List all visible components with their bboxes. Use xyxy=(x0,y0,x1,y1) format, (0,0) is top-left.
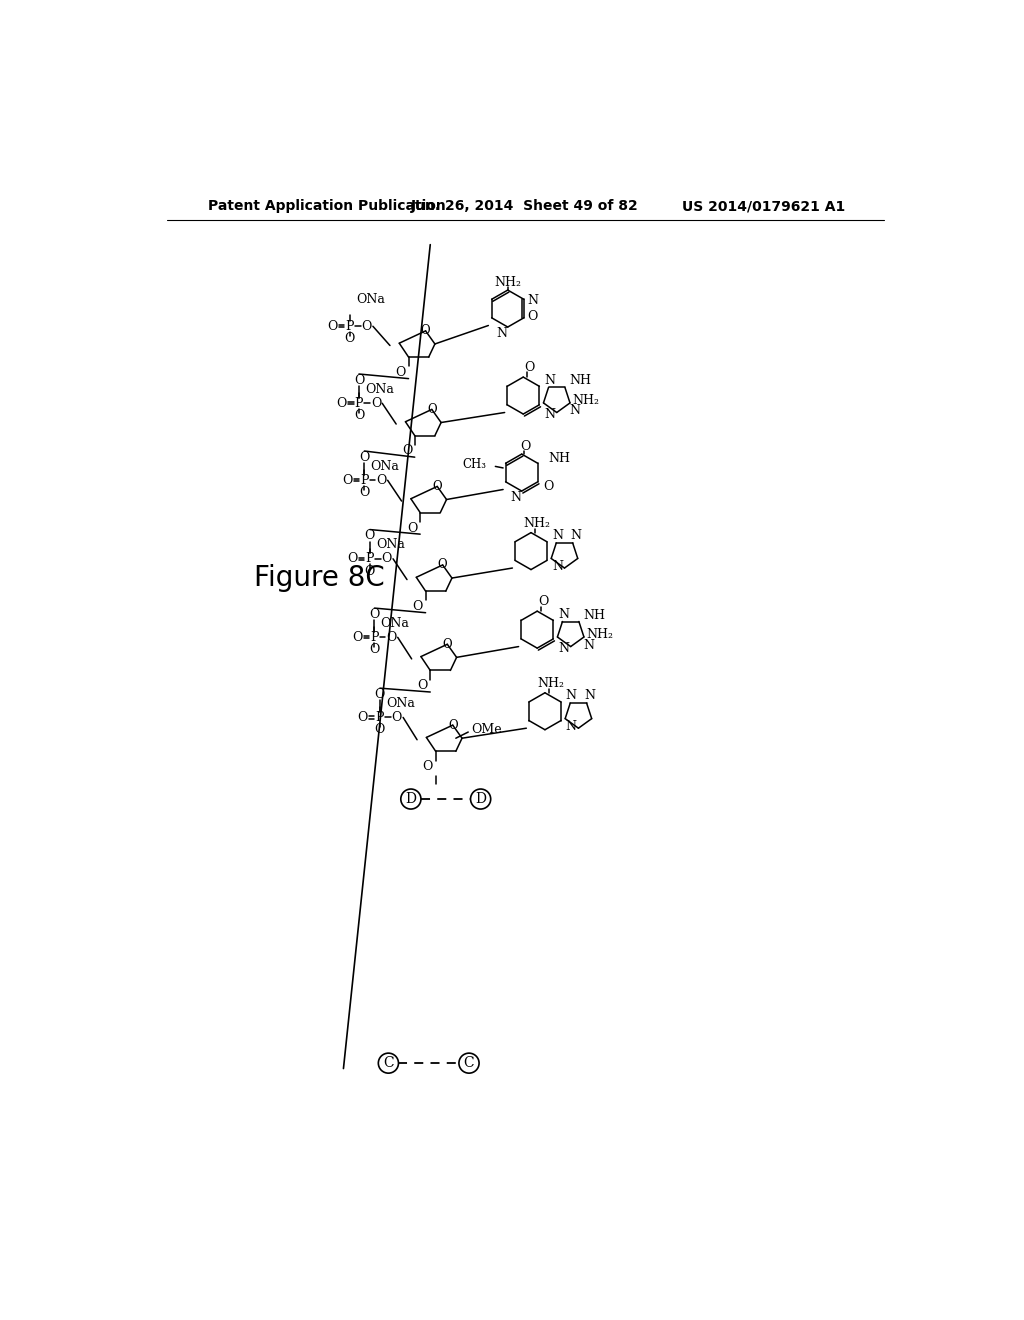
Text: N: N xyxy=(558,607,569,620)
Text: O: O xyxy=(328,319,338,333)
Text: D: D xyxy=(475,792,486,807)
Text: N: N xyxy=(570,529,582,543)
Text: O: O xyxy=(421,325,430,338)
Text: O: O xyxy=(375,723,385,737)
Text: O: O xyxy=(359,486,370,499)
Text: O: O xyxy=(344,333,355,345)
Text: O: O xyxy=(353,374,365,387)
Text: ONa: ONa xyxy=(381,616,410,630)
Text: OMe: OMe xyxy=(471,723,502,737)
Text: O: O xyxy=(442,638,453,651)
Text: O: O xyxy=(353,409,365,422)
Text: ONa: ONa xyxy=(376,539,404,552)
Circle shape xyxy=(471,789,490,809)
Text: O: O xyxy=(370,643,380,656)
Text: Jun. 26, 2014  Sheet 49 of 82: Jun. 26, 2014 Sheet 49 of 82 xyxy=(411,199,639,213)
Text: P: P xyxy=(345,319,354,333)
Text: O: O xyxy=(361,319,372,333)
Text: O: O xyxy=(365,565,375,578)
Text: O: O xyxy=(395,366,406,379)
Text: Patent Application Publication: Patent Application Publication xyxy=(208,199,445,213)
Text: O: O xyxy=(539,595,549,609)
Text: O: O xyxy=(365,529,375,543)
Text: Figure 8C: Figure 8C xyxy=(254,564,384,593)
Text: N: N xyxy=(584,689,595,702)
Text: O: O xyxy=(352,631,362,644)
Text: NH₂: NH₂ xyxy=(572,393,599,407)
Text: O: O xyxy=(392,711,402,723)
Text: O: O xyxy=(347,552,358,565)
Text: O: O xyxy=(408,521,418,535)
Text: N: N xyxy=(566,721,577,733)
Text: NH: NH xyxy=(569,374,592,387)
Text: O: O xyxy=(359,450,370,463)
Text: O: O xyxy=(527,310,538,323)
Text: P: P xyxy=(360,474,369,487)
Text: N: N xyxy=(497,326,508,339)
Text: N: N xyxy=(527,294,538,308)
Text: ONa: ONa xyxy=(386,697,415,710)
Text: O: O xyxy=(382,552,392,565)
Text: O: O xyxy=(375,688,385,701)
Text: O: O xyxy=(447,718,458,731)
Text: ONa: ONa xyxy=(366,383,394,396)
Text: N: N xyxy=(552,529,563,543)
Text: NH₂: NH₂ xyxy=(586,628,613,640)
Text: O: O xyxy=(423,760,433,774)
Text: NH: NH xyxy=(548,453,570,465)
Text: O: O xyxy=(413,601,423,612)
Text: O: O xyxy=(376,474,387,487)
Text: ONa: ONa xyxy=(356,293,385,306)
Text: O: O xyxy=(438,558,447,572)
Text: C: C xyxy=(464,1056,474,1071)
Text: NH₂: NH₂ xyxy=(538,677,564,690)
Text: N: N xyxy=(552,560,563,573)
Text: NH₂: NH₂ xyxy=(495,276,521,289)
Text: US 2014/0179621 A1: US 2014/0179621 A1 xyxy=(682,199,845,213)
Text: ONa: ONa xyxy=(371,459,399,473)
Text: O: O xyxy=(543,480,553,492)
Text: O: O xyxy=(357,711,368,723)
Text: N: N xyxy=(584,639,594,652)
Text: C: C xyxy=(383,1056,393,1071)
Text: O: O xyxy=(337,397,347,409)
Text: O: O xyxy=(401,445,413,458)
Circle shape xyxy=(378,1053,398,1073)
Text: NH: NH xyxy=(584,610,605,622)
Text: O: O xyxy=(432,480,442,492)
Text: O: O xyxy=(342,474,352,487)
Text: N: N xyxy=(558,642,569,655)
Text: O: O xyxy=(386,631,396,644)
Text: D: D xyxy=(406,792,417,807)
Text: P: P xyxy=(371,631,379,644)
Text: N: N xyxy=(544,408,555,421)
Text: P: P xyxy=(376,711,384,723)
Text: NH₂: NH₂ xyxy=(523,517,551,529)
Text: CH₃: CH₃ xyxy=(462,458,486,471)
Text: P: P xyxy=(354,397,364,409)
Text: N: N xyxy=(566,689,577,702)
Text: O: O xyxy=(427,403,436,416)
Text: O: O xyxy=(418,680,428,693)
Text: N: N xyxy=(569,404,581,417)
Text: O: O xyxy=(370,607,380,620)
Text: O: O xyxy=(520,440,530,453)
Text: P: P xyxy=(366,552,374,565)
Text: N: N xyxy=(544,374,555,387)
Circle shape xyxy=(400,789,421,809)
Text: O: O xyxy=(524,362,535,375)
Text: N: N xyxy=(511,491,521,504)
Circle shape xyxy=(459,1053,479,1073)
Text: O: O xyxy=(371,397,381,409)
